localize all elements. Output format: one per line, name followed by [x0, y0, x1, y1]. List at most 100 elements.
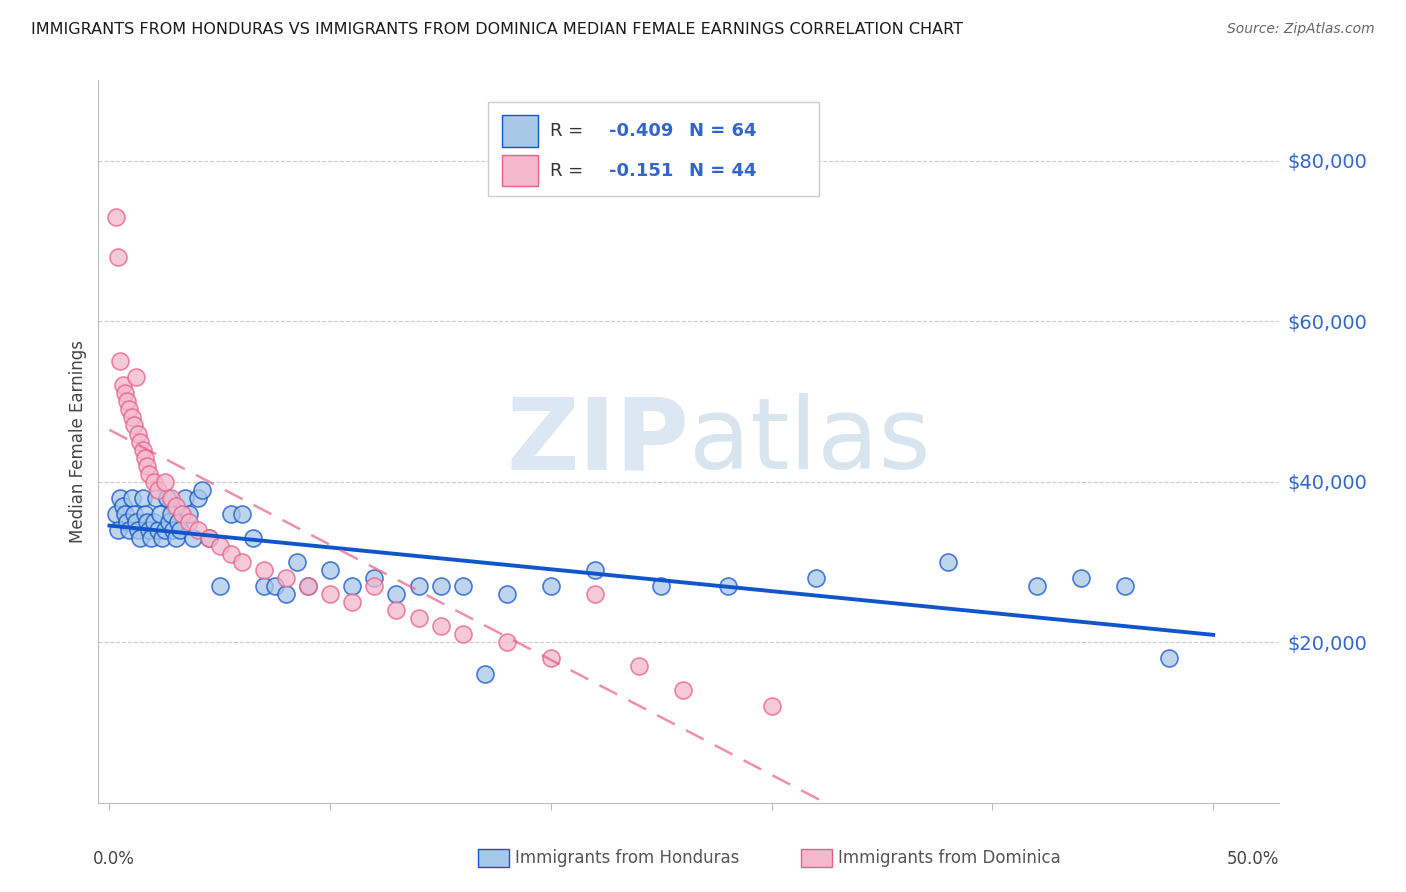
- Point: [342, 579, 364, 593]
- Point: [152, 531, 174, 545]
- Point: [107, 250, 129, 264]
- Point: [650, 579, 672, 593]
- Point: [121, 410, 143, 425]
- Bar: [502, 154, 537, 186]
- Point: [408, 579, 430, 593]
- Point: [1157, 651, 1180, 665]
- Point: [118, 523, 141, 537]
- Point: [495, 587, 517, 601]
- Text: 50.0%: 50.0%: [1227, 850, 1279, 868]
- Point: [129, 531, 152, 545]
- Point: [153, 523, 176, 537]
- Point: [540, 651, 562, 665]
- Point: [363, 571, 385, 585]
- Point: [114, 386, 136, 401]
- Point: [936, 555, 959, 569]
- Point: [761, 699, 783, 714]
- Point: [160, 507, 183, 521]
- Point: [138, 467, 160, 481]
- Point: [451, 579, 474, 593]
- Point: [136, 515, 159, 529]
- Point: [167, 515, 190, 529]
- Text: R =: R =: [550, 161, 583, 179]
- Point: [125, 515, 148, 529]
- Point: [274, 587, 297, 601]
- Text: Immigrants from Dominica: Immigrants from Dominica: [838, 849, 1060, 867]
- Text: ZIP: ZIP: [506, 393, 689, 490]
- Point: [191, 483, 214, 497]
- Point: [208, 579, 231, 593]
- Text: 0.0%: 0.0%: [93, 850, 135, 868]
- Point: [583, 563, 606, 577]
- Point: [134, 450, 156, 465]
- Point: [134, 507, 156, 521]
- Point: [111, 378, 134, 392]
- Bar: [502, 115, 537, 147]
- Text: N = 64: N = 64: [689, 122, 756, 140]
- Point: [672, 683, 695, 698]
- Point: [342, 595, 364, 609]
- Point: [160, 491, 183, 505]
- Point: [1025, 579, 1047, 593]
- Point: [107, 523, 129, 537]
- Point: [125, 370, 148, 384]
- Point: [114, 507, 136, 521]
- Point: [628, 659, 651, 673]
- Point: [142, 515, 165, 529]
- Text: -0.151: -0.151: [609, 161, 673, 179]
- Point: [187, 491, 209, 505]
- Point: [162, 523, 184, 537]
- Point: [121, 491, 143, 505]
- Point: [145, 491, 167, 505]
- Point: [385, 603, 408, 617]
- Text: IMMIGRANTS FROM HONDURAS VS IMMIGRANTS FROM DOMINICA MEDIAN FEMALE EARNINGS CORR: IMMIGRANTS FROM HONDURAS VS IMMIGRANTS F…: [31, 22, 963, 37]
- Point: [385, 587, 408, 601]
- Point: [264, 579, 287, 593]
- Point: [429, 579, 451, 593]
- Point: [115, 515, 138, 529]
- Point: [110, 491, 132, 505]
- Y-axis label: Median Female Earnings: Median Female Earnings: [69, 340, 87, 543]
- Point: [149, 507, 172, 521]
- Text: Immigrants from Honduras: Immigrants from Honduras: [515, 849, 740, 867]
- Point: [429, 619, 451, 633]
- Point: [146, 483, 169, 497]
- Point: [131, 442, 153, 457]
- Point: [138, 523, 160, 537]
- Point: [1114, 579, 1136, 593]
- Point: [242, 531, 264, 545]
- Point: [474, 667, 496, 681]
- Point: [131, 491, 153, 505]
- Point: [122, 507, 145, 521]
- Point: [253, 579, 276, 593]
- Point: [127, 523, 149, 537]
- Point: [169, 523, 191, 537]
- Point: [253, 563, 276, 577]
- Point: [583, 587, 606, 601]
- Point: [142, 475, 165, 489]
- Point: [115, 394, 138, 409]
- Text: Source: ZipAtlas.com: Source: ZipAtlas.com: [1227, 22, 1375, 37]
- Point: [177, 507, 200, 521]
- Point: [319, 563, 342, 577]
- Point: [146, 523, 169, 537]
- Text: N = 44: N = 44: [689, 161, 756, 179]
- Text: -0.409: -0.409: [609, 122, 673, 140]
- Point: [173, 491, 195, 505]
- Point: [141, 531, 163, 545]
- Point: [118, 402, 141, 417]
- Point: [183, 531, 205, 545]
- Point: [110, 354, 132, 368]
- Point: [219, 547, 242, 561]
- Text: atlas: atlas: [689, 393, 931, 490]
- Point: [408, 611, 430, 625]
- Point: [187, 523, 209, 537]
- Point: [153, 475, 176, 489]
- Point: [716, 579, 738, 593]
- Point: [231, 507, 253, 521]
- Point: [363, 579, 385, 593]
- Point: [274, 571, 297, 585]
- Point: [136, 458, 159, 473]
- Point: [156, 491, 179, 505]
- Point: [177, 515, 200, 529]
